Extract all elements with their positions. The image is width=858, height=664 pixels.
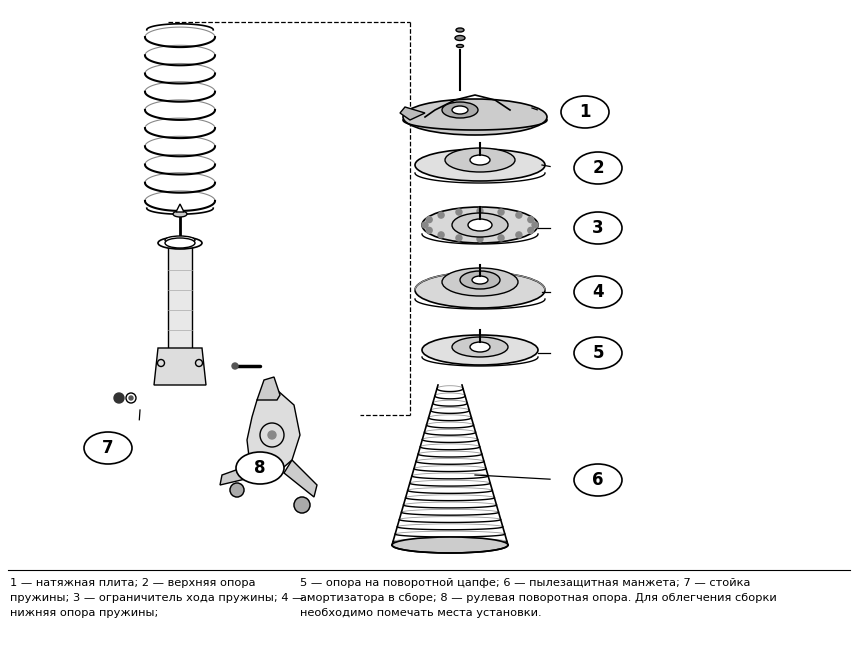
Circle shape — [114, 393, 124, 403]
Polygon shape — [284, 460, 317, 497]
Circle shape — [438, 232, 444, 238]
Ellipse shape — [442, 102, 478, 118]
Ellipse shape — [236, 452, 284, 484]
Text: 1 — натяжная плита; 2 — верхняя опора
пружины; 3 — ограничитель хода пружины; 4 : 1 — натяжная плита; 2 — верхняя опора пр… — [10, 578, 304, 618]
Circle shape — [438, 212, 444, 218]
Polygon shape — [247, 390, 300, 477]
Text: 6: 6 — [592, 471, 604, 489]
Ellipse shape — [470, 155, 490, 165]
Circle shape — [456, 209, 462, 215]
Circle shape — [528, 227, 534, 233]
Circle shape — [456, 235, 462, 241]
Circle shape — [498, 235, 504, 241]
Ellipse shape — [445, 148, 515, 172]
Ellipse shape — [452, 106, 468, 114]
Text: 8: 8 — [254, 459, 266, 477]
Circle shape — [294, 497, 310, 513]
Ellipse shape — [415, 272, 545, 308]
Ellipse shape — [84, 432, 132, 464]
Circle shape — [268, 431, 276, 439]
Ellipse shape — [468, 219, 492, 231]
Polygon shape — [168, 243, 192, 355]
Ellipse shape — [455, 35, 465, 41]
Ellipse shape — [158, 237, 202, 249]
Circle shape — [426, 227, 432, 233]
Ellipse shape — [574, 152, 622, 184]
Ellipse shape — [574, 464, 622, 496]
Ellipse shape — [392, 537, 508, 553]
Ellipse shape — [165, 238, 195, 248]
Circle shape — [477, 208, 483, 214]
Circle shape — [516, 212, 522, 218]
Polygon shape — [154, 348, 206, 385]
Text: 5 — опора на поворотной цапфе; 6 — пылезащитная манжета; 7 — стойка
амортизатора: 5 — опора на поворотной цапфе; 6 — пылез… — [300, 578, 776, 618]
Circle shape — [516, 232, 522, 238]
Polygon shape — [257, 377, 280, 400]
Circle shape — [422, 222, 428, 228]
Ellipse shape — [460, 271, 500, 289]
Ellipse shape — [574, 212, 622, 244]
Text: 1: 1 — [579, 103, 591, 121]
Circle shape — [129, 396, 133, 400]
Circle shape — [528, 216, 534, 222]
Ellipse shape — [574, 337, 622, 369]
Ellipse shape — [403, 99, 547, 135]
Text: 4: 4 — [592, 283, 604, 301]
Circle shape — [232, 363, 238, 369]
Circle shape — [230, 483, 244, 497]
Ellipse shape — [561, 96, 609, 128]
Text: 7: 7 — [102, 439, 114, 457]
Ellipse shape — [173, 211, 187, 217]
Ellipse shape — [415, 149, 545, 181]
Polygon shape — [400, 107, 425, 120]
Ellipse shape — [442, 268, 518, 296]
Ellipse shape — [456, 28, 464, 32]
Circle shape — [477, 236, 483, 242]
Polygon shape — [176, 204, 184, 212]
Ellipse shape — [452, 213, 508, 237]
Ellipse shape — [165, 236, 195, 244]
Text: 2: 2 — [592, 159, 604, 177]
Ellipse shape — [456, 44, 463, 48]
Ellipse shape — [422, 207, 538, 243]
Text: 3: 3 — [592, 219, 604, 237]
Ellipse shape — [574, 276, 622, 308]
Polygon shape — [220, 465, 254, 485]
Ellipse shape — [472, 276, 488, 284]
Ellipse shape — [470, 342, 490, 352]
Ellipse shape — [452, 337, 508, 357]
Circle shape — [426, 216, 432, 222]
Circle shape — [498, 209, 504, 215]
Circle shape — [532, 222, 538, 228]
Text: 5: 5 — [592, 344, 604, 362]
Ellipse shape — [422, 335, 538, 365]
